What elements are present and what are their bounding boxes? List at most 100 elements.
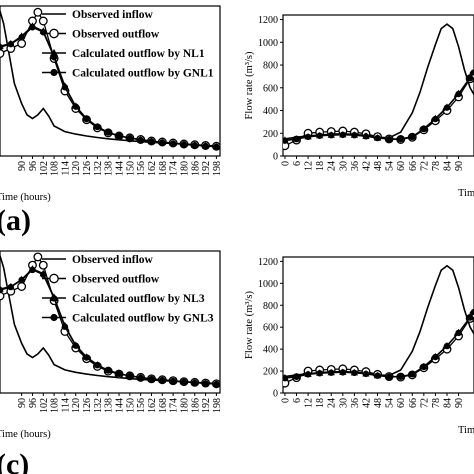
x-tick-label: 60 — [396, 161, 407, 171]
data-point-filled-circle — [362, 370, 370, 378]
x-tick-label: 150 — [125, 161, 136, 176]
panel-b-chart: 0 6 12 18 24 30 36 42 48 54 60 66 72 78 84 900200400600… — [244, 14, 474, 199]
y-axis-label: Flow rate (m³/s) — [244, 291, 255, 359]
data-point-filled-circle — [466, 314, 474, 321]
x-tick-label: 90 — [454, 161, 465, 171]
data-point-filled-circle — [169, 377, 177, 385]
data-point-filled-circle — [374, 372, 381, 379]
data-point-filled-circle — [180, 141, 188, 148]
x-tick-label: 132 — [93, 398, 104, 413]
data-point-filled-circle — [466, 74, 474, 82]
y-tick-label: 1200 — [258, 15, 278, 26]
data-point-open-circle — [17, 39, 27, 48]
x-tick-label: 192 — [201, 161, 212, 176]
data-point-filled-circle — [339, 131, 347, 139]
data-point-filled-circle — [213, 380, 220, 388]
x-tick-label: 150 — [125, 398, 136, 413]
x-tick-label: 126 — [82, 161, 93, 176]
data-point-filled-circle — [328, 131, 335, 139]
legend-entry: Calculated outflow by NL1 — [72, 48, 205, 60]
data-point-triangle — [49, 48, 59, 57]
legend: Observed inflow Observed outflow Calculate… — [42, 9, 214, 80]
data-point-open-circle — [33, 7, 43, 17]
x-tick-label: 54 — [385, 398, 396, 408]
x-tick-label: 72 — [419, 161, 430, 171]
data-point-filled-circle — [40, 271, 47, 278]
series-line-observed-inflow — [284, 23, 474, 140]
x-tick-label: 48 — [373, 398, 384, 408]
data-point-open-circle — [38, 16, 48, 26]
y-axis-label: Flow rate (m³/s) — [244, 51, 255, 119]
data-point-filled-circle — [409, 133, 416, 141]
data-point-filled-circle — [61, 323, 69, 330]
plot-frame — [0, 250, 221, 394]
data-point-filled-circle — [104, 367, 112, 374]
data-point-filled-circle — [432, 353, 439, 361]
data-point-filled-circle — [94, 123, 101, 131]
data-point-filled-circle — [29, 24, 36, 31]
data-point-filled-circle — [159, 376, 166, 384]
data-point-filled-circle — [397, 135, 404, 143]
x-tick-label: 132 — [93, 161, 104, 176]
data-point-filled-circle — [304, 371, 312, 378]
legend-entry: Calculated outflow by GNL1 — [72, 68, 214, 80]
y-tick-label: 0 — [273, 152, 278, 163]
x-tick-label: 114 — [60, 161, 71, 176]
x-tick-label: 6 — [292, 398, 303, 403]
data-point-filled-circle — [137, 136, 144, 144]
data-point-open-circle — [49, 28, 59, 39]
legend: Observed inflow Observed outflow Calculate… — [42, 254, 214, 325]
data-point-filled-circle — [470, 308, 474, 316]
data-point-filled-circle — [202, 142, 209, 150]
data-point-filled-circle — [61, 84, 69, 91]
data-point-filled-circle — [374, 134, 381, 142]
data-point-filled-circle — [72, 103, 79, 110]
data-point-filled-circle — [316, 370, 323, 377]
x-tick-label: 18 — [315, 161, 326, 171]
x-tick-label: 24 — [327, 398, 338, 408]
x-tick-label: 102 — [39, 161, 50, 176]
data-point-filled-circle — [432, 115, 439, 123]
x-tick-label: 174 — [169, 398, 180, 413]
data-point-filled-circle — [148, 375, 155, 383]
x-tick-label: 120 — [71, 398, 82, 413]
panel-c-chart: 90 96 102 108 114 120 126 132 138 144 150 156 162 168… — [0, 250, 223, 474]
x-tick-label: 0 — [280, 398, 291, 403]
data-point-filled-circle — [304, 133, 312, 141]
x-tick-label: 198 — [212, 398, 223, 413]
x-tick-label: 126 — [82, 398, 93, 413]
data-point-filled-circle — [0, 286, 4, 294]
x-tick-label: 18 — [315, 398, 326, 408]
data-point-filled-circle — [169, 140, 177, 147]
x-tick-label: 60 — [396, 398, 407, 408]
data-point-filled-circle — [293, 135, 300, 143]
x-axis-label: Tim — [458, 188, 474, 199]
data-point-filled-circle — [126, 134, 134, 142]
data-point-filled-circle — [351, 131, 358, 139]
x-tick-label: 12 — [304, 398, 315, 408]
x-tick-label: 42 — [361, 161, 372, 171]
data-point-filled-circle — [29, 266, 36, 274]
x-tick-label: 78 — [431, 398, 442, 408]
x-tick-label: 90 — [17, 398, 28, 408]
data-point-filled-circle — [180, 378, 188, 386]
data-point-filled-circle — [83, 354, 90, 361]
y-tick-label: 1000 — [258, 38, 278, 49]
x-tick-label: 156 — [136, 161, 147, 176]
y-tick-label: 600 — [263, 323, 278, 334]
x-tick-label: 168 — [158, 161, 169, 176]
legend-entry: Observed inflow — [72, 254, 154, 266]
x-tick-label: 66 — [408, 161, 419, 171]
x-axis-label: Tim — [458, 425, 474, 436]
data-point-filled-circle — [191, 142, 198, 149]
x-tick-label: 180 — [179, 398, 190, 413]
data-point-filled-circle — [94, 361, 101, 369]
series-group — [283, 23, 474, 151]
series-group — [0, 252, 220, 389]
x-tick-label: 144 — [115, 398, 126, 413]
x-tick-label: 6 — [292, 161, 303, 166]
series-group — [283, 264, 474, 388]
y-tick-label: 400 — [263, 106, 278, 117]
data-point-filled-circle — [362, 133, 370, 140]
